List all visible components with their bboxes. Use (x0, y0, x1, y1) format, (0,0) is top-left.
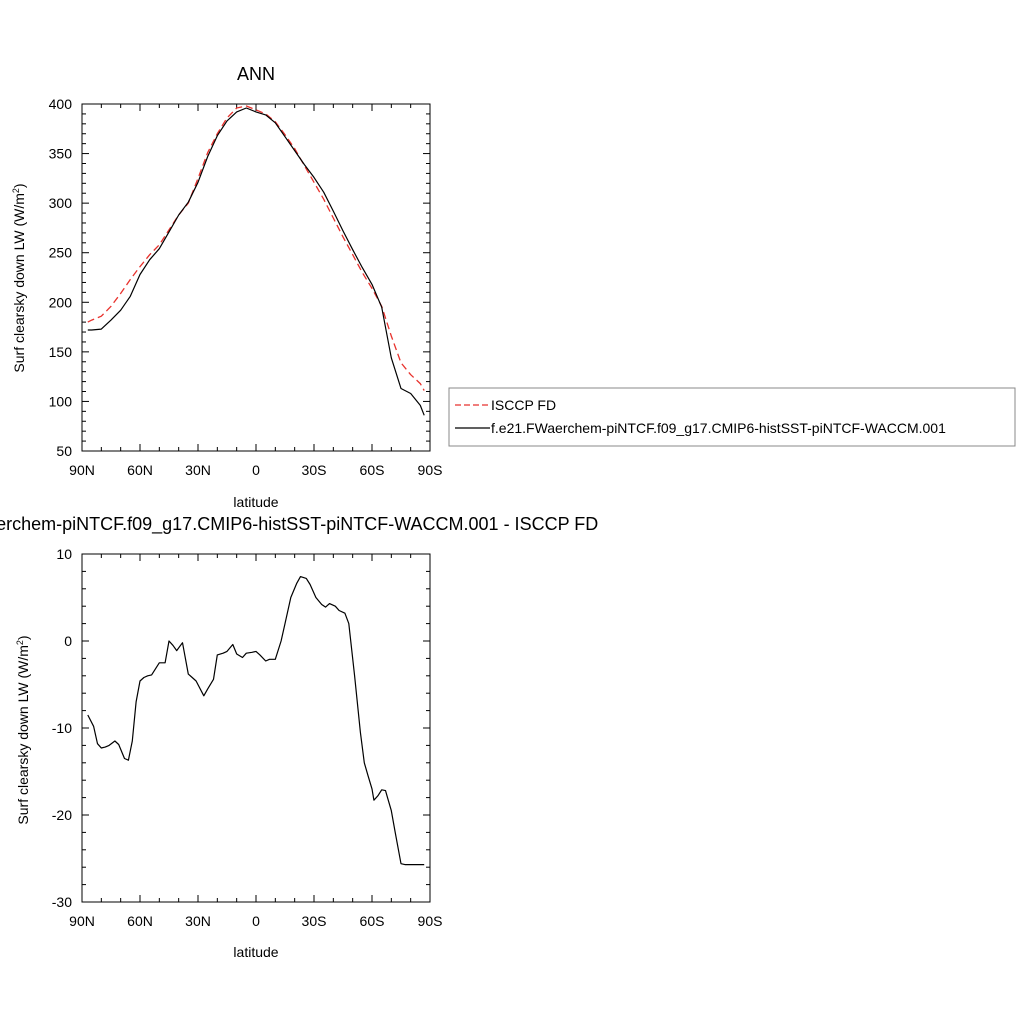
top-y-axis-label-close: ) (11, 183, 27, 188)
bottom-axis-ticks (81, 553, 431, 903)
top-x-tick-label: 60S (360, 462, 385, 478)
top-panel: ANN 90N 60N 30N 0 30S 60S 90S 50 100 150 200 250 30… (11, 64, 442, 510)
top-y-tick-label: 300 (49, 195, 73, 211)
bottom-y-tick-labels: -30 -20 -10 0 10 (52, 546, 72, 910)
bottom-y-tick-label: -10 (52, 720, 72, 736)
legend-label-model: f.e21.FWaerchem-piNTCF.f09_g17.CMIP6-his… (491, 420, 946, 436)
top-x-tick-label: 30N (185, 462, 211, 478)
top-x-tick-label: 90N (69, 462, 95, 478)
bottom-x-tick-label: 90S (418, 913, 443, 929)
top-series-lines (87, 105, 425, 416)
legend: ISCCP FD f.e21.FWaerchem-piNTCF.f09_g17.… (448, 387, 1016, 447)
bottom-series-lines (87, 575, 425, 866)
top-x-tick-labels: 90N 60N 30N 0 30S 60S 90S (69, 462, 442, 478)
bottom-y-axis-label-main: Surf clearsky down LW (W/m (15, 645, 31, 824)
bottom-x-tick-labels: 90N 60N 30N 0 30S 60S 90S (69, 913, 442, 929)
bottom-x-tick-label: 30N (185, 913, 211, 929)
top-y-axis-label-sup: 2 (11, 188, 21, 193)
bottom-x-tick-label: 0 (252, 913, 260, 929)
top-y-tick-label: 200 (49, 294, 73, 310)
bottom-panel-title: f.e21.FWaerchem-piNTCF.f09_g17.CMIP6-his… (0, 514, 598, 535)
top-x-tick-label: 30S (302, 462, 327, 478)
legend-box (448, 387, 1016, 447)
bottom-plot-frame (81, 553, 431, 903)
top-x-tick-label: 90S (418, 462, 443, 478)
top-y-tick-label: 100 (49, 393, 73, 409)
top-x-axis-label: latitude (233, 494, 278, 510)
top-y-tick-label: 50 (56, 443, 72, 459)
top-panel-title: ANN (237, 64, 275, 84)
top-series-line-model (87, 107, 425, 416)
bottom-y-tick-label: -20 (52, 807, 72, 823)
top-y-axis-label-main: Surf clearsky down LW (W/m (11, 193, 27, 372)
bottom-y-tick-label: -30 (52, 894, 72, 910)
bottom-y-axis-label-close: ) (15, 635, 31, 640)
top-x-tick-label: 0 (252, 462, 260, 478)
bottom-panel: f.e21.FWaerchem-piNTCF.f09_g17.CMIP6-his… (0, 514, 598, 960)
top-y-tick-label: 250 (49, 245, 73, 261)
top-y-tick-label: 400 (49, 96, 73, 112)
top-y-tick-label: 350 (49, 146, 73, 162)
top-y-tick-labels: 50 100 150 200 250 300 350 400 (49, 96, 73, 459)
bottom-y-axis-label: Surf clearsky down LW (W/m2) (15, 635, 31, 824)
top-y-tick-label: 150 (49, 344, 73, 360)
top-y-axis-label: Surf clearsky down LW (W/m2) (11, 183, 27, 372)
bottom-x-tick-label: 90N (69, 913, 95, 929)
top-axis-ticks (81, 103, 431, 452)
top-plot-frame (81, 103, 431, 452)
bottom-x-tick-label: 30S (302, 913, 327, 929)
bottom-x-tick-label: 60S (360, 913, 385, 929)
legend-label-isccp: ISCCP FD (491, 397, 556, 413)
bottom-y-tick-label: 10 (56, 546, 72, 562)
bottom-x-tick-label: 60N (127, 913, 153, 929)
bottom-y-tick-label: 0 (64, 633, 72, 649)
top-series-line-isccp (87, 105, 425, 391)
bottom-y-axis-label-sup: 2 (15, 640, 25, 645)
bottom-x-axis-label: latitude (233, 944, 278, 960)
top-x-tick-label: 60N (127, 462, 153, 478)
bottom-series-line-difference (87, 575, 425, 866)
